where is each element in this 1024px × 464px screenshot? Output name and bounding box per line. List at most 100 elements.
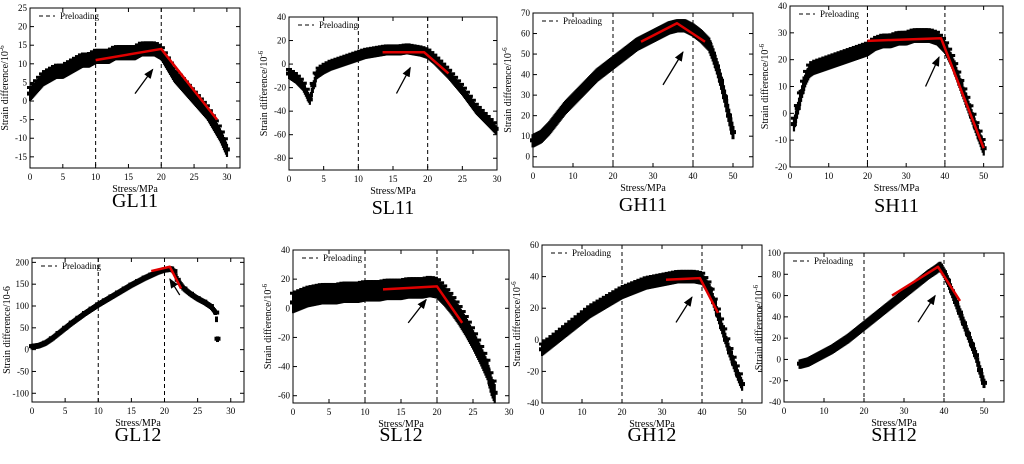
y-tick-label: 50 — [20, 323, 30, 333]
scatter-band-mark — [876, 34, 883, 38]
scatter-band-mark — [818, 57, 825, 61]
scatter-band-mark — [398, 278, 404, 282]
scatter-point — [790, 122, 797, 127]
scatter-band-mark — [733, 364, 740, 368]
scatter-band-mark — [300, 81, 307, 85]
y-axis-label-text: Strain difference/10-6 — [2, 286, 13, 374]
scatter-band-mark — [303, 87, 310, 91]
y-tick-label: 20 — [778, 55, 788, 65]
x-tick-label: 10 — [91, 172, 101, 182]
scatter-point — [125, 50, 132, 55]
scatter-point — [726, 113, 732, 118]
scatter-band-mark — [579, 310, 586, 314]
y-tick-label: 20 — [772, 333, 782, 343]
scatter-band-mark — [478, 108, 485, 112]
scatter-band-mark — [912, 28, 919, 32]
scatter-band-mark — [900, 30, 907, 34]
scatter-band-mark — [976, 129, 983, 133]
scatter-point — [570, 97, 576, 102]
scatter-band-mark — [294, 74, 301, 78]
scatter-point — [674, 23, 680, 28]
plot-frame — [31, 257, 245, 403]
plot-frame — [292, 249, 510, 404]
scatter-point — [926, 33, 933, 38]
scatter-band-mark — [857, 43, 864, 47]
scatter-point — [534, 136, 540, 141]
plot-frame — [783, 252, 1005, 403]
scatter-point — [161, 267, 168, 272]
scatter-point — [825, 60, 832, 65]
panel-gl12: 0 5 10 15 20 25 30 -100 -50 0 50 100 150 200 Stress/MP… — [2, 257, 245, 446]
y-tick-label: -80 — [274, 153, 286, 163]
y-tick-label: -40 — [527, 398, 539, 408]
y-axis-label-exponent: -6 — [501, 47, 509, 53]
scatter-point — [145, 46, 152, 51]
x-tick-label: 30 — [902, 171, 912, 181]
scatter-band-mark — [683, 269, 690, 273]
scatter-point — [313, 71, 320, 76]
y-tick-label: -50 — [17, 366, 29, 376]
x-tick-label: 0 — [782, 406, 787, 416]
x-tick-label: 20 — [433, 407, 443, 417]
y-tick-label: -10 — [15, 133, 27, 143]
scatter-point — [396, 47, 403, 52]
scatter-point — [480, 113, 487, 118]
scatter-band-mark — [320, 282, 327, 286]
scatter-band-mark — [336, 282, 343, 286]
scatter-point — [86, 58, 93, 63]
scatter-band-mark — [152, 42, 159, 46]
scatter-point — [121, 286, 128, 291]
y-tick-label: -5 — [20, 115, 28, 125]
x-tick-label: 15 — [127, 406, 137, 416]
scatter-point — [462, 323, 469, 328]
scatter-point — [802, 76, 809, 81]
scatter-point — [602, 66, 608, 71]
scatter-band-mark — [158, 46, 165, 50]
x-tick-label: 10 — [94, 406, 104, 416]
scatter-band-mark — [308, 285, 315, 289]
scatter-band-mark — [379, 279, 386, 283]
scatter-band-mark — [620, 284, 627, 288]
scatter-point — [813, 355, 819, 360]
x-tick-label: 30 — [649, 171, 659, 181]
scatter-point — [806, 68, 813, 73]
scatter-point — [369, 288, 376, 293]
x-axis-label: Stress/MPa — [115, 418, 161, 429]
scatter-band-mark — [401, 277, 408, 281]
scatter-band-mark — [373, 280, 380, 284]
y-tick-label: 0 — [25, 345, 30, 355]
scatter-point — [320, 66, 327, 71]
scatter-point — [651, 279, 657, 284]
scatter-point — [455, 312, 462, 317]
y-axis-label-text: Strain difference/10 — [0, 51, 11, 131]
scatter-band — [531, 19, 735, 148]
scatter-band-mark — [839, 50, 846, 54]
scatter-band-mark — [463, 90, 470, 94]
scatter-point — [872, 41, 879, 46]
y-axis-label-text: Strain difference/10 — [259, 57, 270, 137]
x-tick-label: 30 — [505, 407, 515, 417]
scatter-band-mark — [475, 338, 482, 342]
scatter-point — [869, 316, 875, 321]
scatter-point — [619, 290, 625, 295]
scatter-band-mark — [586, 305, 593, 309]
scatter-band-mark — [305, 285, 312, 289]
scatter-point — [27, 91, 33, 96]
scatter-band-mark — [639, 277, 646, 281]
scatter-band-mark — [407, 277, 414, 281]
y-tick-label: -20 — [527, 366, 539, 376]
arrow-annotation — [675, 296, 693, 323]
x-tick-label: 30 — [222, 172, 232, 182]
x-tick-label: 0 — [291, 407, 296, 417]
scatter-band-mark — [370, 280, 377, 284]
scatter-band-mark — [949, 53, 956, 57]
y-axis-label: Strain difference/10-6 — [752, 284, 765, 370]
scatter-point — [72, 61, 79, 66]
scatter-band-mark — [667, 271, 674, 275]
scatter-point — [579, 315, 585, 320]
panel-caption: SL12 — [379, 424, 422, 446]
fit-line — [891, 265, 962, 302]
x-tick-label: 50 — [729, 171, 739, 181]
scatter-point — [945, 52, 952, 57]
scatter-point — [310, 83, 317, 88]
